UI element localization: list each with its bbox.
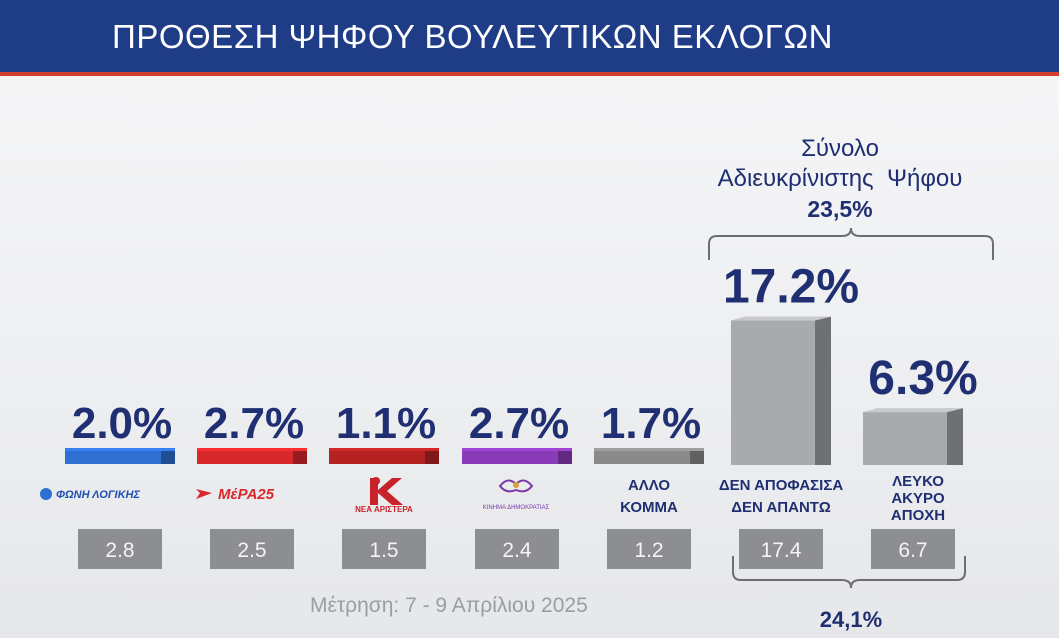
previous-value-box-7: 6.7 (871, 529, 955, 569)
party-logo-3: ΝΕΑ ΑΡΙΣΤΕΡΑ (355, 477, 413, 514)
bar-top (863, 408, 963, 413)
logo-mark (196, 489, 212, 499)
bar-side (690, 448, 704, 464)
logo-text: ΜέΡΑ25 (218, 486, 275, 503)
logo-text: ΦΩΝΗ ΛΟΓΙΚΗΣ (56, 489, 140, 501)
bar-1 (65, 448, 175, 464)
total-previous-value: 24,1% (820, 607, 882, 632)
logo-text: ΝΕΑ ΑΡΙΣΤΕΡΑ (355, 505, 413, 514)
bar-front (462, 448, 558, 464)
previous-value-box-2: 2.5 (210, 529, 294, 569)
previous-value-label: 17.4 (761, 539, 802, 562)
previous-value-box-5: 1.2 (607, 529, 691, 569)
category-label-5: ΚΟΜΜΑ (620, 499, 678, 516)
previous-box-bg (739, 529, 823, 569)
previous-box-bg (871, 529, 955, 569)
party-logo-2: ΜέΡΑ25 (196, 486, 275, 503)
bar-4 (462, 448, 572, 464)
category-label-7: ΑΠΟΧΗ (891, 507, 945, 524)
previous-value-label: 1.2 (634, 539, 663, 562)
previous-value-box-1: 2.8 (78, 529, 162, 569)
previous-value-label: 2.8 (105, 539, 134, 562)
bar-front (329, 448, 425, 464)
bar-front (65, 448, 161, 464)
previous-value-box-4: 2.4 (475, 529, 559, 569)
previous-value-box-3: 1.5 (342, 529, 426, 569)
total-current-bracket (708, 227, 994, 260)
bar-top (329, 448, 439, 451)
bar-side (293, 448, 307, 464)
previous-box-bg (78, 529, 162, 569)
bar-top (197, 448, 307, 451)
value-label-1: 2.0% (72, 399, 172, 448)
survey-date: Μέτρηση: 7 - 9 Απρίλιου 2025 (310, 594, 588, 617)
category-label-6: ΔΕΝ ΑΠΑΝΤΩ (731, 499, 830, 516)
previous-value-label: 1.5 (369, 539, 398, 562)
bar-6 (731, 316, 831, 465)
total-previous-bracket (732, 556, 966, 589)
total-current-value: 23,5% (807, 196, 872, 222)
bar-side (947, 408, 963, 465)
previous-value-label: 2.5 (237, 539, 266, 562)
bar-side (815, 316, 831, 465)
previous-box-bg (342, 529, 426, 569)
category-label-5: ΑΛΛΟ (628, 477, 670, 494)
previous-box-bg (210, 529, 294, 569)
bar-front (731, 320, 815, 465)
previous-value-box-6: 17.4 (739, 529, 823, 569)
previous-value-label: 6.7 (898, 539, 927, 562)
logo-mark (498, 479, 534, 493)
category-label-6: ΔΕΝ ΑΠΟΦΑΣΙΣΑ (719, 477, 843, 494)
previous-box-bg (475, 529, 559, 569)
bar-front (197, 448, 293, 464)
bar-side (558, 448, 572, 464)
bar-front (863, 412, 947, 465)
value-label-3: 1.1% (336, 399, 436, 448)
value-label-7: 6.3% (868, 352, 977, 405)
bar-top (65, 448, 175, 451)
bar-5 (594, 448, 704, 464)
bar-top (462, 448, 572, 451)
bar-7 (863, 408, 963, 465)
bar-3 (329, 448, 439, 464)
value-label-6: 17.2% (723, 261, 859, 314)
previous-value-label: 2.4 (502, 539, 532, 562)
previous-box-bg (607, 529, 691, 569)
value-label-2: 2.7% (204, 399, 304, 448)
logo-mark (40, 488, 52, 500)
page-title: ΠΡΟΘΕΣΗ ΨΗΦΟΥ ΒΟΥΛΕΥΤΙΚΩΝ ΕΚΛΟΓΩΝ (112, 18, 833, 55)
bar-2 (197, 448, 307, 464)
party-logo-4: ΚΙΝΗΜΑ ΔΗΜΟΚΡΑΤΙΑΣ (483, 479, 550, 511)
bar-top (731, 316, 831, 321)
logo-mark (370, 478, 403, 505)
bar-side (161, 448, 175, 464)
total-title-line1: Σύνολο (801, 135, 879, 162)
value-label-4: 2.7% (469, 399, 569, 448)
category-label-7: ΛΕΥΚΟ (892, 473, 944, 490)
total-title-line2: Αδιευκρίνιστης Ψήφου (718, 165, 963, 192)
category-label-7: ΑΚΥΡΟ (891, 490, 945, 507)
bar-side (425, 448, 439, 464)
logo-text: ΚΙΝΗΜΑ ΔΗΜΟΚΡΑΤΙΑΣ (483, 505, 550, 511)
logo-dot (372, 477, 380, 485)
logo-dot (513, 482, 519, 488)
bar-front (594, 448, 690, 464)
header-bar: ΠΡΟΘΕΣΗ ΨΗΦΟΥ ΒΟΥΛΕΥΤΙΚΩΝ ΕΚΛΟΓΩΝ (0, 0, 1059, 76)
party-logo-1: ΦΩΝΗ ΛΟΓΙΚΗΣ (40, 488, 140, 501)
value-label-5: 1.7% (601, 399, 701, 448)
bar-top (594, 448, 704, 451)
